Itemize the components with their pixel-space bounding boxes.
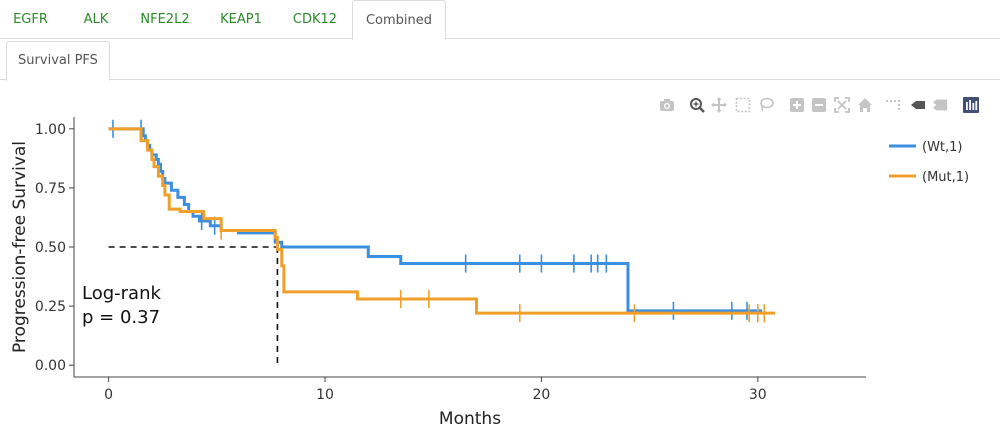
logrank-label: Log-rank: [82, 283, 161, 304]
chart-axes: 0 10 20 30 0.00 0.25 0.50 0.75 1.00: [35, 117, 866, 403]
tab-egfr[interactable]: EGFR: [13, 12, 48, 27]
x-axis-label: Months: [439, 409, 501, 429]
hover-compare-icon[interactable]: [932, 96, 948, 114]
logrank-pvalue: p = 0.37: [82, 307, 160, 328]
tab-nfe2l2[interactable]: NFE2L2: [140, 12, 190, 27]
chart-modebar: [0, 96, 1000, 114]
gene-tab-bar: EGFR ALK NFE2L2 KEAP1 CDK12 Combined: [0, 0, 1000, 40]
reset-axes-icon[interactable]: [857, 96, 873, 114]
series-line-1: [108, 127, 776, 315]
y-tick-label-1: 0.25: [35, 299, 66, 315]
x-tick-label-1: 10: [316, 387, 334, 403]
x-tick-label-0: 0: [104, 387, 113, 403]
x-tick-label-2: 20: [532, 387, 550, 403]
tab-combined[interactable]: Combined: [352, 0, 446, 40]
legend-label-mut[interactable]: (Mut,1): [922, 170, 969, 185]
autoscale-icon[interactable]: [834, 96, 850, 114]
chart-series: [108, 119, 776, 366]
series-line-0: [108, 127, 763, 313]
tab-keap1[interactable]: KEAP1: [220, 12, 262, 27]
lasso-select-icon[interactable]: [758, 96, 774, 114]
box-select-icon[interactable]: [735, 96, 751, 114]
tab-survival-pfs[interactable]: Survival PFS: [6, 41, 110, 81]
y-tick-label-0: 0.00: [35, 358, 66, 374]
sub-tab-bar: Survival PFS: [0, 39, 1000, 81]
x-tick-label-3: 30: [749, 387, 767, 403]
zoom-out-icon[interactable]: [811, 96, 827, 114]
legend-label-wt[interactable]: (Wt,1): [922, 140, 963, 155]
plotly-logo-icon[interactable]: [963, 96, 979, 114]
zoom-in-icon[interactable]: [789, 96, 805, 114]
y-tick-label-4: 1.00: [35, 122, 66, 138]
tab-alk[interactable]: ALK: [83, 12, 109, 27]
pan-icon[interactable]: [711, 96, 727, 114]
y-axis-label: Progression-free Survival: [10, 141, 30, 353]
hover-closest-icon[interactable]: [910, 96, 926, 114]
zoom-icon[interactable]: [689, 96, 705, 114]
y-tick-label-2: 0.50: [35, 240, 66, 256]
legend: (Wt,1) (Mut,1): [889, 140, 969, 185]
camera-icon[interactable]: [659, 96, 675, 114]
y-tick-label-3: 0.75: [35, 181, 66, 197]
spike-lines-icon[interactable]: [885, 96, 901, 114]
tab-cdk12[interactable]: CDK12: [292, 12, 338, 27]
